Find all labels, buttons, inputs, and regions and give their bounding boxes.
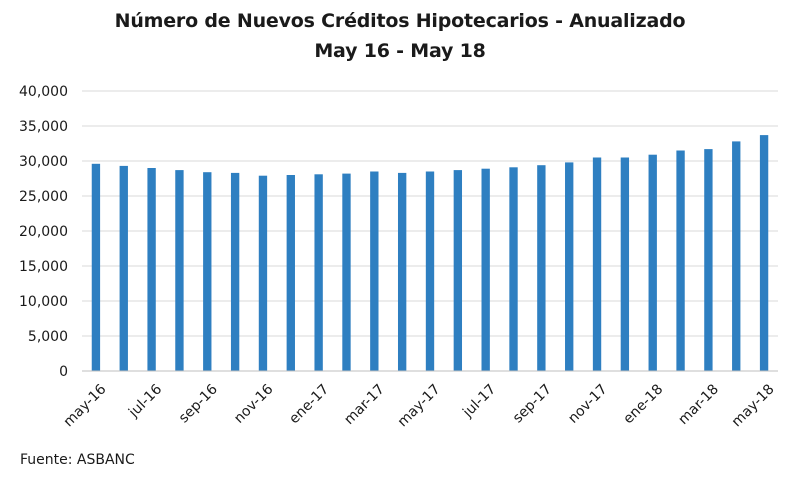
y-tick-label: 30,000 [19, 154, 68, 170]
y-tick-label: 10,000 [19, 294, 68, 310]
bar-oct-16 [230, 172, 240, 371]
x-tick-label: mar-18 [675, 381, 722, 428]
bar-mar-17 [370, 171, 379, 371]
x-tick-label: sep-17 [510, 381, 555, 426]
source-note: Fuente: ASBANC [20, 452, 135, 468]
bar-jun-16 [119, 165, 128, 371]
chart-subtitle: May 16 - May 18 [314, 40, 486, 62]
bar-may-18 [759, 135, 769, 371]
x-tick-label: mar-17 [341, 381, 388, 428]
bar-jul-16 [147, 168, 156, 371]
bar-ago-17 [509, 167, 518, 371]
bar-feb-17 [342, 173, 351, 371]
bar-may-17 [425, 171, 435, 371]
y-tick-label: 20,000 [19, 224, 68, 240]
bar-ago-16 [175, 170, 184, 371]
y-tick-label: 40,000 [19, 84, 68, 100]
bar-mar-18 [704, 149, 713, 371]
bar-may-16 [91, 163, 101, 371]
bar-ene-17 [314, 174, 323, 371]
bar-ene-18 [648, 154, 657, 371]
x-tick-label: nov-16 [231, 381, 276, 426]
bar-sep-17 [537, 165, 546, 371]
x-tick-label: nov-17 [565, 381, 610, 426]
bar-sep-16 [203, 172, 212, 371]
x-tick-label: ene-18 [620, 381, 666, 427]
bar-abr-17 [397, 172, 407, 371]
x-tick-label: may-18 [729, 381, 778, 430]
bar-feb-18 [676, 150, 685, 371]
bar-nov-17 [592, 157, 602, 371]
x-tick-label: jul-17 [459, 381, 499, 421]
y-tick-label: 0 [59, 364, 68, 380]
y-tick-label: 35,000 [19, 119, 68, 135]
bar-abr-18 [732, 141, 741, 371]
bar-dic-17 [620, 157, 630, 371]
bar-dic-16 [286, 175, 295, 371]
y-tick-label: 15,000 [19, 259, 68, 275]
x-tick-label: sep-16 [176, 381, 221, 426]
bar-nov-16 [258, 175, 268, 371]
x-tick-label: may-17 [395, 381, 444, 430]
bar-oct-17 [565, 162, 574, 371]
y-tick-label: 25,000 [19, 189, 68, 205]
chart-title: Número de Nuevos Créditos Hipotecarios -… [114, 10, 686, 32]
bar-jun-17 [453, 170, 463, 371]
y-tick-label: 5,000 [28, 329, 68, 345]
x-tick-label: ene-17 [286, 381, 332, 427]
x-tick-label: jul-16 [125, 381, 165, 421]
bar-jul-17 [481, 168, 490, 371]
x-tick-label: may-16 [61, 381, 110, 430]
